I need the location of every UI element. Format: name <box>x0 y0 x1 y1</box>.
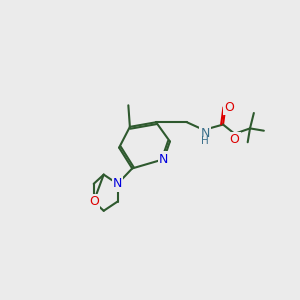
Text: H: H <box>202 136 209 146</box>
Text: N: N <box>113 177 122 190</box>
Text: O: O <box>224 101 234 114</box>
Text: N: N <box>159 153 168 166</box>
Text: N: N <box>201 127 210 140</box>
Text: O: O <box>89 195 99 208</box>
Text: O: O <box>230 134 239 146</box>
